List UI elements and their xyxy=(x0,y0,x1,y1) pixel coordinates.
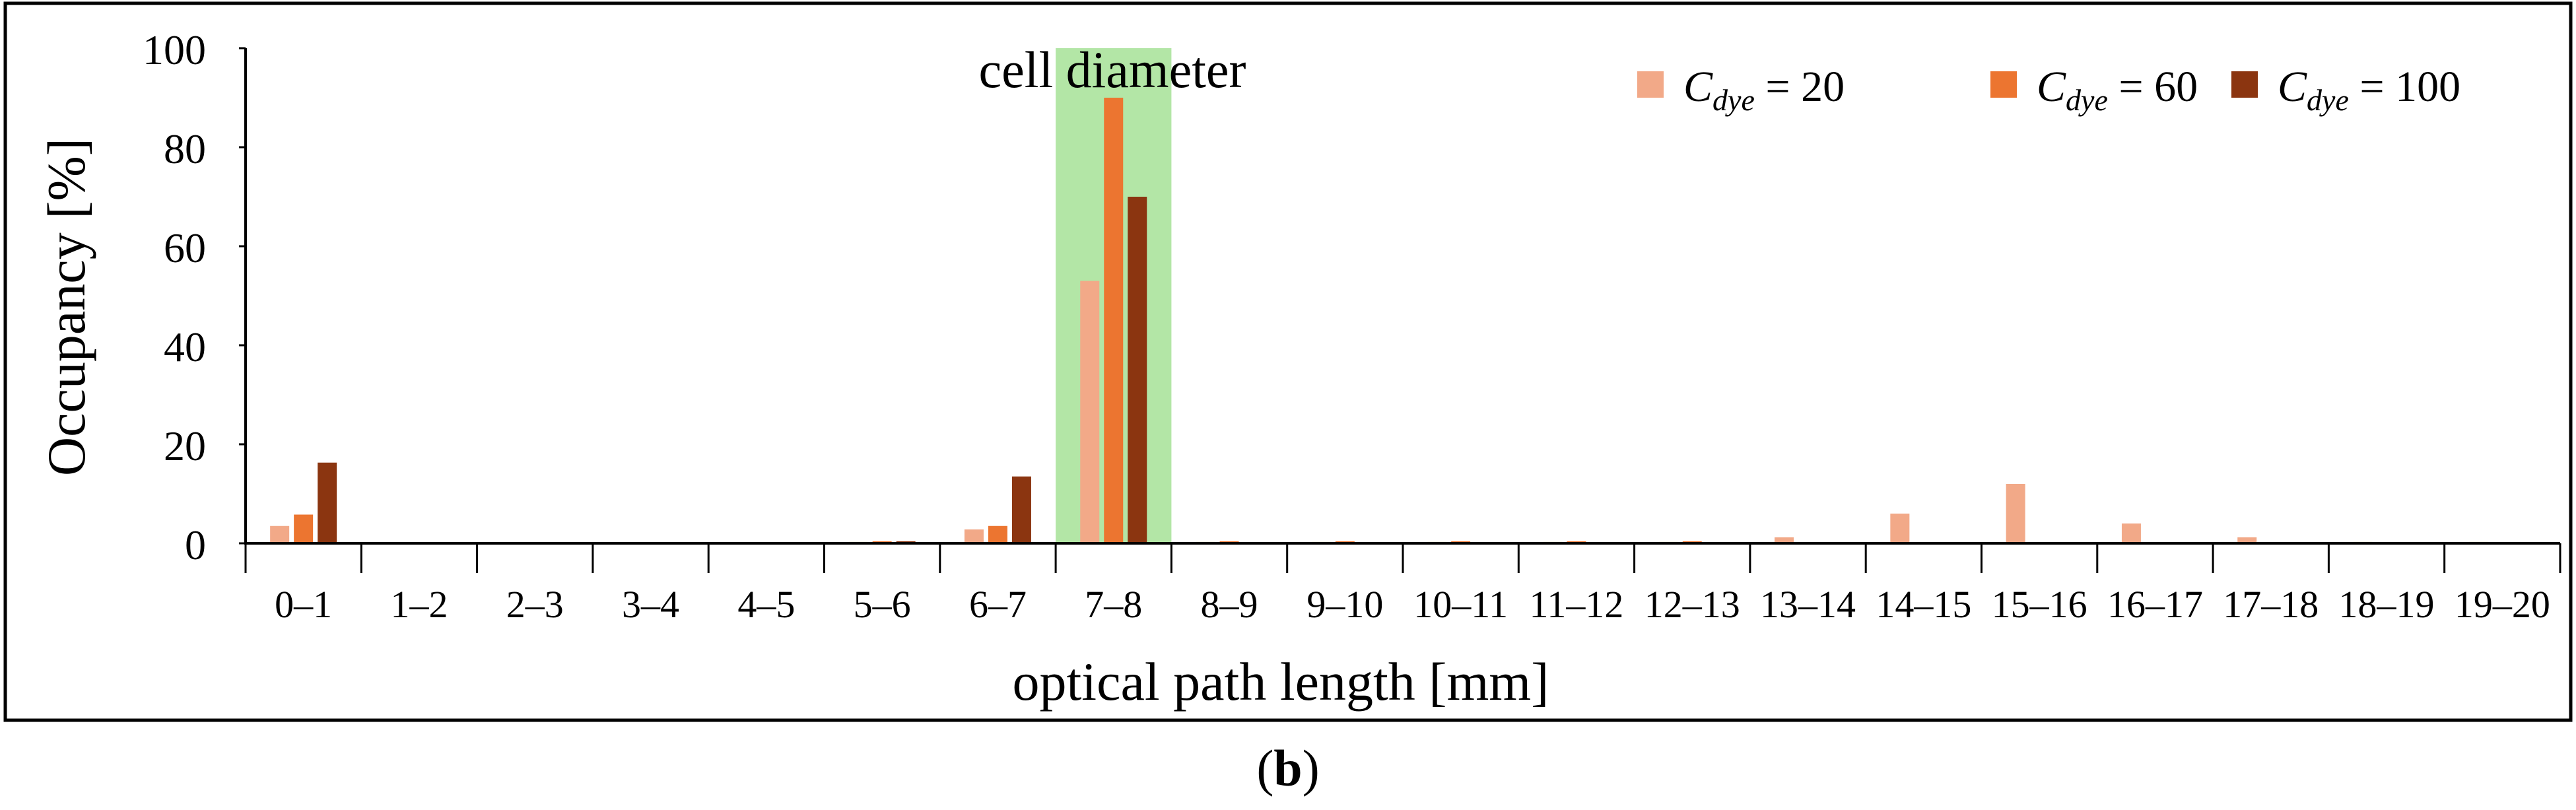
x-tick-label: 14–15 xyxy=(1876,583,1971,626)
y-tick-label: 40 xyxy=(164,323,206,370)
bar xyxy=(988,525,1007,543)
x-tick-label: 18–19 xyxy=(2339,583,2435,626)
x-tick-label: 12–13 xyxy=(1644,583,1740,626)
y-tick-label: 80 xyxy=(164,125,206,172)
legend-symbol: C xyxy=(1683,63,1713,111)
x-tick-label: 0–1 xyxy=(275,583,332,626)
x-tick-label: 3–4 xyxy=(622,583,679,626)
x-tick-label: 17–18 xyxy=(2223,583,2319,626)
bar xyxy=(2237,537,2257,543)
y-tick-label: 20 xyxy=(164,422,206,469)
panel-label-letter: b xyxy=(1273,739,1302,797)
legend-symbol: C xyxy=(2278,63,2307,111)
y-tick-label: 60 xyxy=(164,224,206,271)
x-tick-label: 2–3 xyxy=(506,583,564,626)
x-tick-label: 8–9 xyxy=(1201,583,1258,626)
bar xyxy=(318,462,337,543)
x-tick-label: 16–17 xyxy=(2107,583,2203,626)
x-tick-label: 15–16 xyxy=(1992,583,2087,626)
legend-label: Cdye = 20 xyxy=(1683,63,1845,117)
bar xyxy=(1011,476,1031,543)
bar xyxy=(964,529,984,543)
x-tick-label: 5–6 xyxy=(854,583,911,626)
legend-symbol: C xyxy=(2037,63,2066,111)
y-tick-label: 0 xyxy=(185,522,206,568)
legend-subscript: dye xyxy=(2066,83,2108,117)
legend-swatch xyxy=(2231,71,2258,98)
bar xyxy=(1080,281,1100,543)
panel-label: (b) xyxy=(1256,739,1319,797)
bar xyxy=(1890,514,1910,543)
legend-subscript: dye xyxy=(1712,83,1755,117)
panel-label-close: ) xyxy=(1303,739,1320,797)
bar xyxy=(1128,197,1147,543)
figure-border xyxy=(3,1,2573,722)
legend-subscript: dye xyxy=(2307,83,2349,117)
bar xyxy=(294,514,314,543)
x-tick-label: 6–7 xyxy=(969,583,1027,626)
cell-diameter-label: cell diameter xyxy=(979,41,1246,98)
x-axis-title: optical path length [mm] xyxy=(1013,652,1549,712)
bar xyxy=(1775,537,1794,543)
y-axis-title: Occupancy [%] xyxy=(36,138,96,476)
y-tick-label: 100 xyxy=(143,26,206,73)
panel-label-open: ( xyxy=(1256,739,1273,797)
legend-label: Cdye = 100 xyxy=(2278,63,2460,117)
bar xyxy=(2006,484,2025,543)
legend-label: Cdye = 60 xyxy=(2037,63,2198,117)
legend-value: = 20 xyxy=(1755,63,1845,111)
legend-value: = 100 xyxy=(2349,63,2460,111)
legend-swatch xyxy=(1637,71,1664,98)
x-tick-label: 11–12 xyxy=(1530,583,1624,626)
x-tick-label: 19–20 xyxy=(2455,583,2550,626)
legend-swatch xyxy=(1990,71,2017,98)
x-tick-label: 13–14 xyxy=(1760,583,1856,626)
bar xyxy=(2121,523,2141,543)
bar xyxy=(1104,98,1124,543)
x-tick-label: 1–2 xyxy=(390,583,448,626)
x-tick-label: 7–8 xyxy=(1085,583,1142,626)
bar xyxy=(270,525,290,543)
x-tick-label: 10–11 xyxy=(1413,583,1508,626)
x-tick-label: 9–10 xyxy=(1306,583,1383,626)
x-tick-label: 4–5 xyxy=(737,583,795,626)
legend-value: = 60 xyxy=(2108,63,2198,111)
